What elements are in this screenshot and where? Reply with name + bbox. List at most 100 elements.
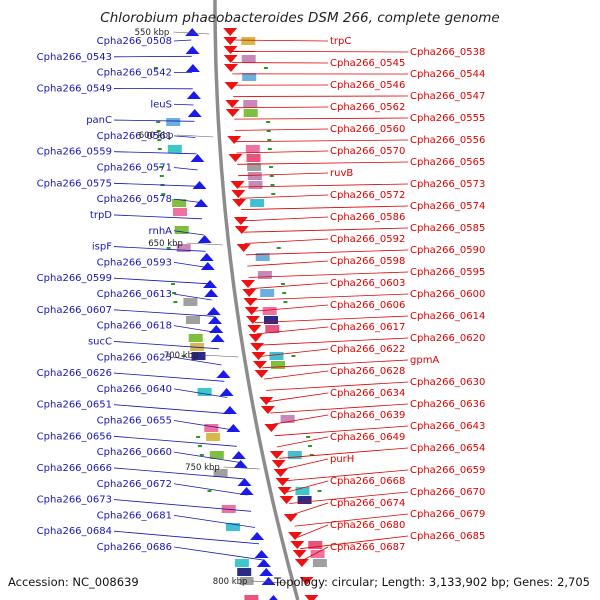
- label-connector: [281, 458, 329, 470]
- gc-tick: [156, 121, 161, 123]
- reverse-gene-arrow: [232, 199, 247, 207]
- label-connector: [233, 106, 329, 109]
- gc-tick: [307, 445, 312, 447]
- label-connector: [236, 150, 329, 154]
- gc-tick: [291, 355, 296, 357]
- reverse-gene-arrow: [228, 154, 243, 162]
- feature-block: [257, 271, 272, 279]
- reverse-gene-arrow: [243, 298, 258, 306]
- feature-block: [312, 559, 327, 567]
- label-connector: [256, 326, 329, 335]
- forward-gene-label: ispF: [92, 242, 112, 253]
- forward-gene-arrow: [197, 235, 212, 243]
- reverse-gene-arrow: [269, 451, 284, 459]
- forward-gene-label: Cpha266_0640: [97, 384, 172, 395]
- label-connector: [270, 403, 409, 414]
- label-connector: [297, 524, 329, 538]
- reverse-gene-arrow: [304, 595, 319, 600]
- forward-gene-arrow: [239, 487, 254, 495]
- label-connector: [245, 249, 409, 256]
- gc-tick: [276, 247, 281, 249]
- label-connector: [231, 50, 409, 53]
- reverse-gene-arrow: [248, 334, 263, 342]
- reverse-gene-label: Cpha266_0674: [330, 498, 405, 509]
- gc-tick: [171, 283, 175, 285]
- gc-tick: [317, 490, 322, 492]
- map-title: Chlorobium phaeobacteroides DSM 266, com…: [100, 10, 499, 26]
- forward-gene-arrow: [185, 46, 200, 54]
- feature-block: [244, 595, 259, 600]
- scale-tick: [186, 242, 223, 246]
- forward-gene-label: Cpha266_0571: [97, 163, 172, 174]
- label-connector: [173, 39, 192, 42]
- label-connector: [235, 139, 409, 143]
- forward-gene-arrow: [233, 460, 248, 468]
- gc-tick: [157, 148, 162, 150]
- reverse-gene-label: Cpha266_0654: [410, 443, 485, 454]
- reverse-gene-label: Cpha266_0668: [330, 476, 405, 487]
- feature-block: [234, 559, 249, 567]
- reverse-gene-arrow: [236, 244, 251, 252]
- label-connector: [242, 216, 329, 222]
- label-connector: [113, 277, 210, 285]
- feature-block: [310, 550, 325, 558]
- gc-tick: [173, 301, 178, 303]
- feature-block: [176, 244, 191, 252]
- reverse-gene-arrow: [275, 478, 290, 486]
- label-connector: [248, 271, 409, 278]
- gc-tick: [161, 193, 166, 195]
- forward-gene-arrow: [207, 316, 222, 324]
- label-connector: [291, 502, 329, 516]
- forward-gene-arrow: [237, 478, 252, 486]
- reverse-gene-label: Cpha266_0572: [330, 190, 405, 201]
- reverse-gene-arrow: [279, 496, 294, 504]
- label-connector: [286, 480, 329, 493]
- label-connector: [294, 513, 409, 527]
- scale-mark-label: 550 kbp: [135, 28, 170, 38]
- label-connector: [113, 214, 203, 220]
- label-connector: [113, 404, 231, 415]
- gc-tick: [270, 184, 275, 186]
- reverse-gene-label: Cpha266_0556: [410, 135, 485, 146]
- reverse-gene-label: Cpha266_0562: [330, 102, 405, 113]
- gc-tick: [181, 355, 186, 357]
- feature-block: [287, 451, 302, 459]
- label-connector: [262, 359, 409, 369]
- feature-block: [241, 55, 256, 63]
- gc-tick: [269, 166, 274, 168]
- label-connector: [233, 95, 409, 97]
- gc-tick: [269, 175, 274, 177]
- reverse-gene-arrow: [247, 325, 262, 333]
- feature-block: [246, 154, 261, 162]
- feature-block: [245, 145, 260, 153]
- reverse-gene-arrow: [227, 136, 242, 144]
- label-connector: [276, 436, 329, 448]
- forward-gene-arrow: [200, 262, 215, 270]
- reverse-gene-arrow: [260, 406, 275, 414]
- reverse-gene-label: gpmA: [410, 355, 439, 366]
- reverse-gene-arrow: [259, 397, 274, 405]
- label-connector: [173, 198, 201, 203]
- reverse-gene-label: Cpha266_0574: [410, 201, 485, 212]
- feature-block: [262, 307, 277, 315]
- reverse-gene-label: Cpha266_0544: [410, 69, 485, 80]
- forward-gene-arrow: [187, 109, 202, 117]
- label-connector: [258, 337, 409, 346]
- feature-block: [204, 424, 219, 432]
- reverse-gene-arrow: [223, 46, 238, 54]
- reverse-gene-arrow: [230, 181, 245, 189]
- reverse-gene-label: purH: [330, 454, 354, 465]
- reverse-gene-label: Cpha266_0585: [410, 223, 485, 234]
- forward-gene-arrow: [261, 577, 276, 585]
- feature-block: [237, 568, 252, 576]
- feature-block: [260, 289, 275, 297]
- reverse-gene-label: Cpha266_0620: [410, 333, 485, 344]
- reverse-gene-arrow: [225, 109, 240, 117]
- reverse-gene-label: Cpha266_0670: [410, 487, 485, 498]
- gc-tick: [306, 436, 311, 438]
- label-connector: [234, 128, 329, 131]
- label-connector: [243, 227, 409, 233]
- feature-block: [243, 100, 258, 108]
- reverse-gene-arrow: [277, 487, 292, 495]
